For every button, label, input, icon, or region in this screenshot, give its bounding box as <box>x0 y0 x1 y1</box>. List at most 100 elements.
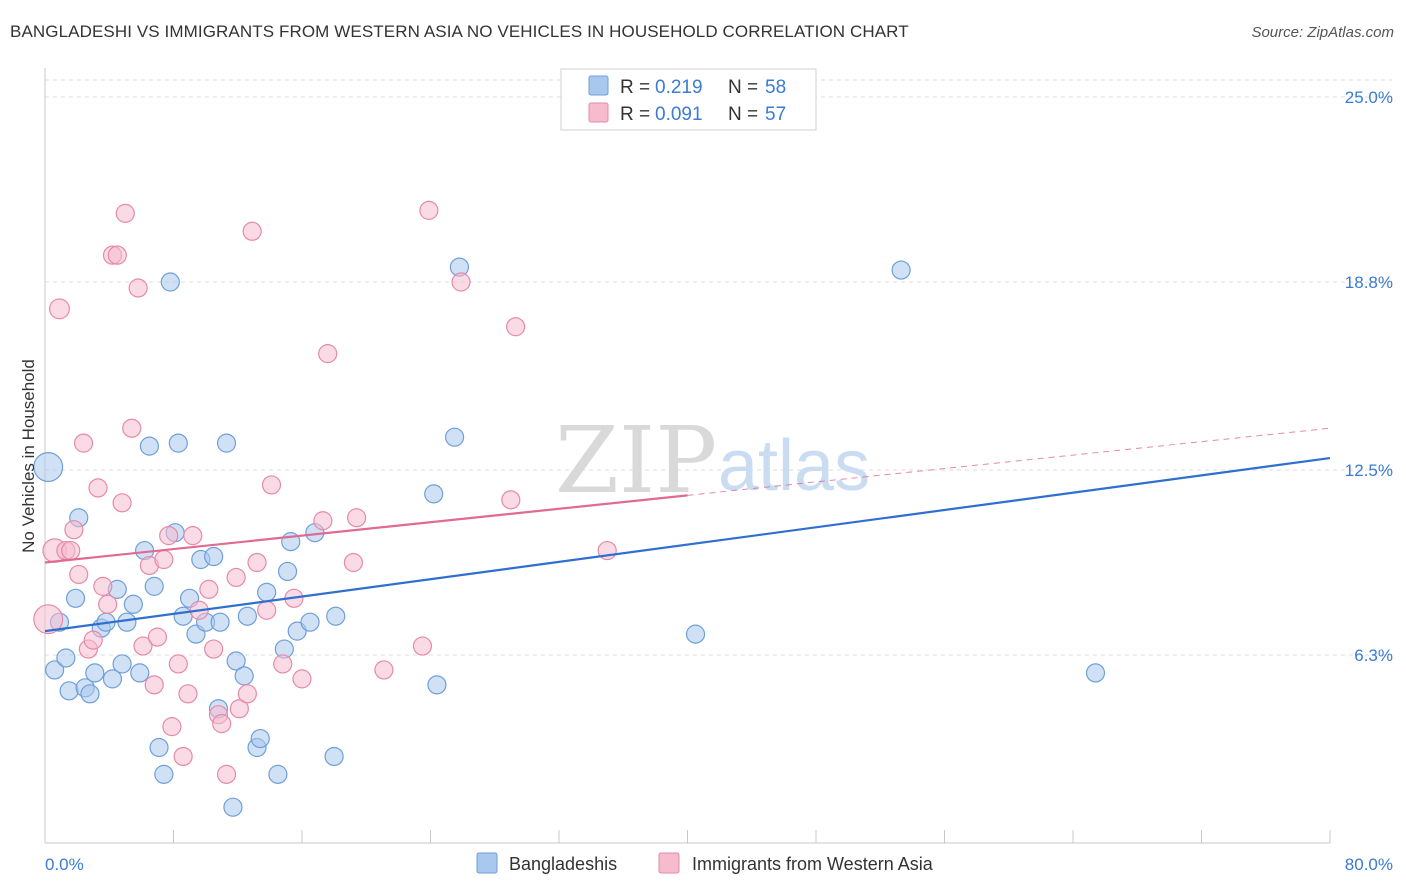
western-asia-point <box>162 717 182 737</box>
western-asia-point <box>168 654 188 674</box>
western-asia-point <box>64 520 84 540</box>
watermark-atlas: atlas <box>718 426 870 506</box>
chart-title: BANGLADESHI VS IMMIGRANTS FROM WESTERN A… <box>10 22 909 41</box>
y-tick-label: 6.3% <box>1354 646 1393 665</box>
correlation-legend: R = 0.219 N = 58 R = 0.091 N = 57 <box>560 68 817 131</box>
western-asia-point <box>273 654 293 674</box>
western-asia-point <box>313 511 333 531</box>
western-asia-point <box>88 478 108 498</box>
bangladeshis-point <box>424 484 444 504</box>
bangladeshis-point <box>130 663 150 683</box>
bangladeshis-point <box>80 684 100 704</box>
western-asia-point <box>98 594 118 614</box>
western-asia-point <box>257 600 277 620</box>
bangladeshis-point <box>45 660 65 680</box>
western-asia-point <box>506 317 526 337</box>
bangladeshis-point <box>237 606 257 626</box>
bangladeshis-point <box>149 737 169 758</box>
western-asia-point <box>343 552 363 573</box>
bangladeshis-point <box>65 588 86 608</box>
western-asia-point <box>451 272 471 292</box>
western-asia-point <box>73 433 94 453</box>
legend-swatch-bangladeshis <box>588 75 609 96</box>
bangladeshis-point <box>112 654 132 674</box>
bangladeshis-point <box>204 546 224 567</box>
bangladeshis-point <box>891 260 911 280</box>
western-asia-point <box>419 200 439 220</box>
western-asia-point <box>347 508 367 528</box>
y-axis-label: No Vehicles in Household <box>19 359 38 553</box>
western-asia-point <box>212 714 232 734</box>
series-legend: Bangladeshis Immigrants from Western Asi… <box>476 852 934 874</box>
western-asia-point <box>112 493 132 513</box>
grid <box>45 79 1392 656</box>
legend-r-label-western-asia: R = <box>620 104 650 125</box>
x-tick-label: 0.0% <box>45 855 84 874</box>
series-legend-swatch-western-asia <box>658 852 680 874</box>
western-asia-point <box>501 490 521 510</box>
bangladeshis-point <box>277 561 298 582</box>
legend-r-value-bangladeshis: 0.219 <box>655 77 703 98</box>
legend-n-value-bangladeshis: 58 <box>765 77 786 98</box>
western-asia-point <box>318 344 338 364</box>
bangladeshis-point <box>1085 663 1106 683</box>
bangladeshis-point <box>85 663 105 683</box>
y-tick-label: 25.0% <box>1345 88 1393 107</box>
western-asia-point <box>61 540 81 561</box>
legend-r-value-western-asia: 0.091 <box>655 104 703 125</box>
legend-n-value-western-asia: 57 <box>765 104 786 125</box>
bangladeshis-point <box>210 612 230 632</box>
bangladeshis-point <box>33 452 64 483</box>
bangladeshis-point <box>226 651 246 671</box>
trend-line-extension-western-asia <box>687 427 1331 496</box>
y-tick-label: 12.5% <box>1345 461 1393 480</box>
western-asia-point <box>173 746 193 767</box>
legend-r-label-bangladeshis: R = <box>620 77 650 98</box>
bangladeshis-point <box>168 433 188 453</box>
bangladeshis-point <box>427 675 447 695</box>
western-asia-point <box>33 604 64 635</box>
western-asia-point <box>229 699 249 719</box>
western-asia-point <box>159 526 179 546</box>
watermark-zip: ZIP <box>555 407 717 514</box>
bangladeshis-point <box>154 764 174 784</box>
western-asia-point <box>204 639 224 659</box>
western-asia-point <box>247 552 267 573</box>
western-asia-point <box>133 636 153 656</box>
trend-line-western-asia <box>44 494 688 564</box>
bangladeshis-point <box>300 612 320 632</box>
x-tick-label: 80.0% <box>1345 855 1393 874</box>
western-asia-point <box>93 576 113 596</box>
western-asia-point <box>178 684 198 704</box>
bangladeshis-point <box>268 764 288 784</box>
western-asia-point <box>292 669 312 689</box>
western-asia-point <box>216 764 237 784</box>
bangladeshis-point <box>139 436 160 456</box>
western-asia-point <box>144 675 164 695</box>
bangladeshis-point <box>160 272 180 292</box>
data-points <box>33 200 1106 817</box>
bangladeshis-point <box>117 612 137 632</box>
western-asia-point <box>237 684 257 704</box>
bangladeshis-point <box>59 681 79 701</box>
western-asia-point <box>122 418 142 438</box>
bangladeshis-point <box>223 797 243 817</box>
western-asia-point <box>183 526 203 546</box>
western-asia-point <box>48 298 70 320</box>
tick-labels: 6.3% 12.5% 18.8% 25.0% 0.0% 80.0% <box>45 88 1393 874</box>
western-asia-point <box>412 636 433 656</box>
western-asia-point <box>69 564 89 585</box>
legend-n-label-western-asia: N = <box>728 104 758 125</box>
western-asia-point <box>128 278 148 298</box>
y-tick-label: 18.8% <box>1345 273 1393 292</box>
bangladeshis-point <box>173 606 193 626</box>
western-asia-point <box>261 475 282 495</box>
series-legend-label-bangladeshis: Bangladeshis <box>509 854 617 874</box>
bangladeshis-point <box>56 648 76 668</box>
western-asia-point <box>147 627 168 647</box>
bangladeshis-point <box>250 728 270 749</box>
bangladeshis-point <box>685 624 706 644</box>
series-legend-label-western-asia: Immigrants from Western Asia <box>692 854 934 874</box>
western-asia-point <box>107 245 127 265</box>
